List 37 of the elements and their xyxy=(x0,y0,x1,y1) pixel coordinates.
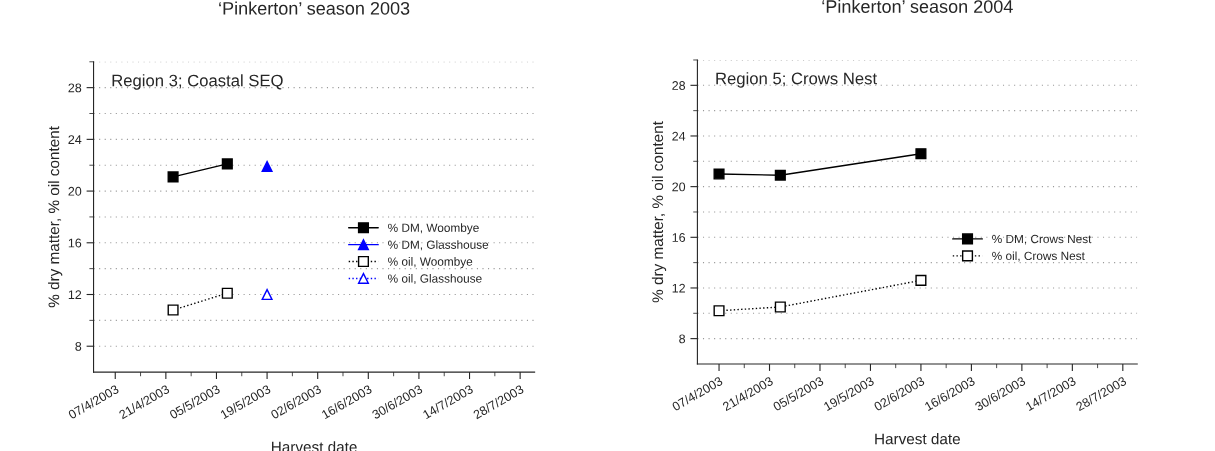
y-tick-label: 16 xyxy=(68,238,82,248)
point xyxy=(774,169,786,181)
legend-label: % DM, Glasshouse xyxy=(388,240,489,251)
point xyxy=(221,287,233,299)
point xyxy=(167,171,179,183)
legend-label: % oil, Crows Nest xyxy=(992,251,1085,262)
legend-label: % oil, Glasshouse xyxy=(388,274,482,285)
chart-title: ‘Pinkerton’ season 2003 xyxy=(219,1,410,15)
y-tick-label: 28 xyxy=(672,81,686,90)
legend-label: % DM, Crows Nest xyxy=(992,234,1092,245)
y-tick-label: 24 xyxy=(672,131,686,141)
legend-label: % DM, Woombye xyxy=(388,223,479,235)
x-axis-title: Harvest date xyxy=(875,433,960,445)
y-tick-label: 12 xyxy=(68,290,82,300)
y-tick-label: 20 xyxy=(68,186,82,196)
legend-label: % oil, Woombye xyxy=(388,257,473,269)
point xyxy=(713,305,725,317)
y-axis-title: % dry matter, % oil content xyxy=(48,126,63,308)
point xyxy=(221,158,233,170)
y-tick-label: 28 xyxy=(68,83,82,93)
point xyxy=(774,301,786,313)
y-tick-label: 20 xyxy=(672,182,686,192)
y-tick-label: 8 xyxy=(679,334,686,344)
y-tick-label: 16 xyxy=(672,233,686,242)
y-tick-label: 12 xyxy=(672,283,685,293)
point xyxy=(915,148,927,160)
point xyxy=(261,288,273,301)
point xyxy=(261,160,273,173)
annotation: Region 5; Crows Nest xyxy=(716,72,877,88)
point xyxy=(915,274,927,286)
y-tick-label: 8 xyxy=(75,342,82,351)
point xyxy=(167,304,179,316)
annotation: Region 3; Coastal SEQ xyxy=(112,74,283,90)
y-axis-title: % dry matter, % oil content xyxy=(651,121,667,303)
chart-title: ‘Pinkerton’ season 2004 xyxy=(822,0,1013,13)
y-tick-label: 24 xyxy=(68,135,82,144)
point xyxy=(713,168,725,180)
